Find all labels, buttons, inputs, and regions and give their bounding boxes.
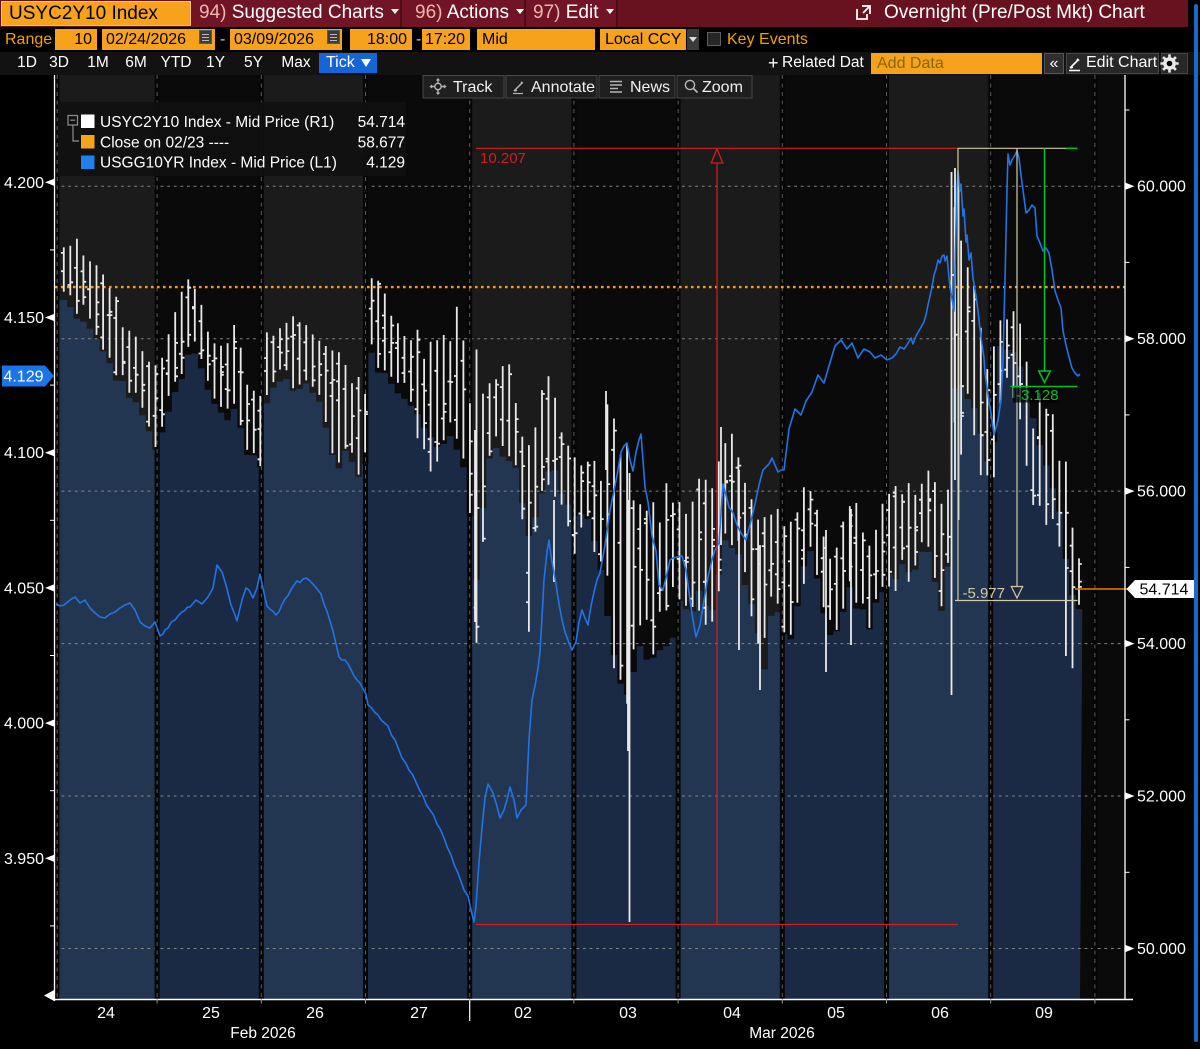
svg-text:4.150: 4.150 <box>4 310 44 327</box>
svg-text:54.000: 54.000 <box>1137 636 1186 653</box>
svg-text:56.000: 56.000 <box>1137 484 1186 501</box>
svg-text:03: 03 <box>619 1005 637 1022</box>
svg-text:06: 06 <box>931 1005 949 1022</box>
svg-text:02: 02 <box>514 1005 532 1022</box>
svg-text:09: 09 <box>1035 1005 1053 1022</box>
svg-text:05: 05 <box>827 1005 845 1022</box>
svg-text:50.000: 50.000 <box>1137 941 1186 958</box>
svg-text:USYC2Y10 Index - Mid Price (R1: USYC2Y10 Index - Mid Price (R1) <box>100 114 334 131</box>
svg-text:10.207: 10.207 <box>480 150 526 167</box>
svg-text:Zoom: Zoom <box>702 79 743 96</box>
svg-text:4.129: 4.129 <box>3 369 43 386</box>
svg-text:News: News <box>630 79 670 96</box>
svg-text:4.000: 4.000 <box>4 716 44 733</box>
svg-text:4.200: 4.200 <box>4 175 44 192</box>
svg-text:24: 24 <box>97 1005 115 1022</box>
svg-text:54.714: 54.714 <box>1140 582 1189 599</box>
svg-text:4.129: 4.129 <box>366 155 405 172</box>
svg-text:04: 04 <box>723 1005 741 1022</box>
svg-text:USGG10YR Index - Mid Price (L1: USGG10YR Index - Mid Price (L1) <box>100 155 337 172</box>
svg-text:Track: Track <box>453 79 493 96</box>
svg-text:58.677: 58.677 <box>358 134 405 151</box>
svg-text:52.000: 52.000 <box>1137 789 1186 806</box>
svg-text:-3.128: -3.128 <box>1016 387 1059 404</box>
svg-text:Annotate: Annotate <box>531 79 595 96</box>
svg-text:27: 27 <box>410 1005 428 1022</box>
svg-text:-5.977: -5.977 <box>962 585 1005 602</box>
svg-text:4.050: 4.050 <box>4 580 44 597</box>
svg-text:Feb 2026: Feb 2026 <box>230 1025 296 1042</box>
svg-text:Close on 02/23 ----: Close on 02/23 ---- <box>100 134 229 151</box>
svg-text:54.714: 54.714 <box>358 114 406 131</box>
svg-text:26: 26 <box>306 1005 324 1022</box>
svg-text:Mar 2026: Mar 2026 <box>749 1025 814 1042</box>
svg-text:60.000: 60.000 <box>1137 179 1186 196</box>
svg-text:58.000: 58.000 <box>1137 331 1186 348</box>
svg-text:3.950: 3.950 <box>4 851 44 868</box>
svg-text:4.100: 4.100 <box>4 445 44 462</box>
svg-text:25: 25 <box>202 1005 220 1022</box>
